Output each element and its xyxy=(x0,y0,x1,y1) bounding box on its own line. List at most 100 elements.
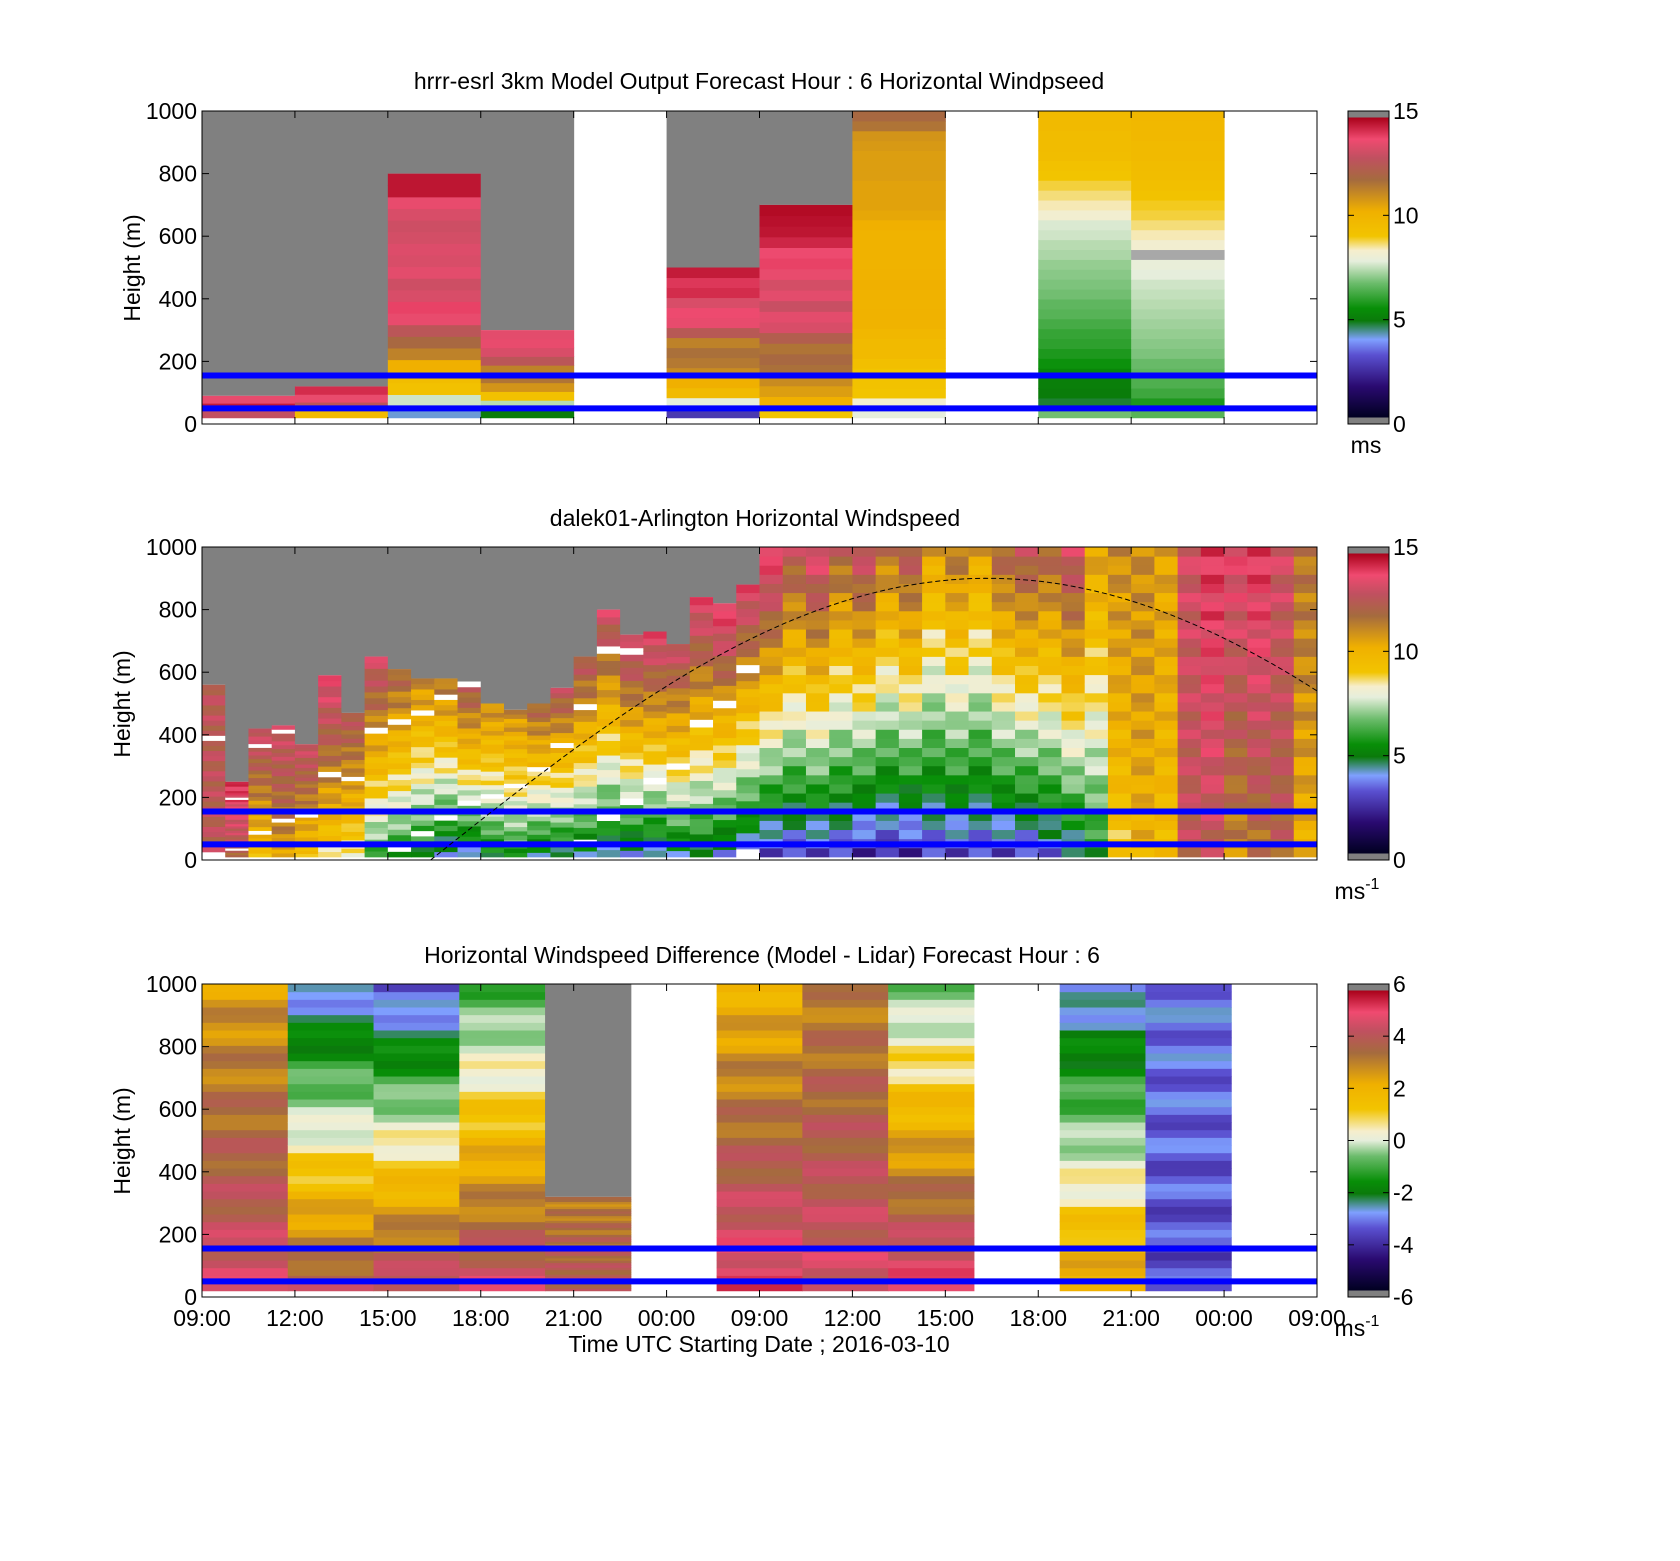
heatmap-cell xyxy=(373,1114,460,1123)
heatmap-cell xyxy=(1177,802,1202,812)
heatmap-cell xyxy=(550,772,575,778)
heatmap-cell xyxy=(459,1106,546,1115)
heatmap-cell xyxy=(1107,656,1132,666)
heatmap-cell xyxy=(1084,583,1109,594)
heatmap-cell xyxy=(503,748,528,754)
heatmap-cell xyxy=(1084,729,1109,739)
heatmap-cell xyxy=(1270,665,1295,676)
heatmap-cell xyxy=(829,556,853,566)
heatmap-cell xyxy=(459,1145,546,1154)
heatmap-cell xyxy=(1154,820,1179,831)
heatmap-cell xyxy=(318,755,342,762)
heatmap-cell xyxy=(341,784,366,790)
heatmap-cell xyxy=(1038,647,1062,657)
heatmap-cell xyxy=(545,1215,632,1219)
heatmap-cell xyxy=(225,848,249,851)
heatmap-cell xyxy=(1059,1137,1146,1146)
heatmap-cell xyxy=(875,656,900,666)
heatmap-cell xyxy=(805,629,830,639)
heatmap-cell xyxy=(1038,547,1062,557)
heatmap-cell xyxy=(550,697,575,704)
heatmap-cell xyxy=(1038,592,1062,603)
heatmap-cell xyxy=(387,208,482,221)
heatmap-cell xyxy=(503,787,528,793)
heatmap-cell xyxy=(294,790,319,795)
heatmap-cell xyxy=(364,821,389,828)
heatmap-cell xyxy=(1015,592,1039,603)
heatmap-cell xyxy=(248,732,273,737)
heatmap-cell xyxy=(1154,556,1179,566)
heatmap-cell xyxy=(341,814,366,820)
missing-cell xyxy=(480,111,575,331)
heatmap-cell xyxy=(318,776,342,783)
heatmap-cell xyxy=(852,239,946,251)
heatmap-cell xyxy=(202,1083,289,1092)
heatmap-cell xyxy=(898,610,923,621)
heatmap-cell xyxy=(480,816,505,822)
heatmap-cell xyxy=(248,849,273,854)
heatmap-cell xyxy=(545,1232,632,1235)
heatmap-cell xyxy=(287,984,375,993)
heatmap-cell xyxy=(573,827,598,834)
heatmap-cell xyxy=(991,674,1016,685)
heatmap-cell xyxy=(503,817,528,823)
heatmap-cell xyxy=(202,1068,289,1077)
heatmap-cell xyxy=(248,762,273,767)
heatmap-cell xyxy=(852,547,877,557)
heatmap-cell xyxy=(689,765,714,774)
heatmap-cell xyxy=(459,1060,546,1069)
heatmap-cell xyxy=(1131,378,1225,389)
heatmap-cell xyxy=(480,338,575,349)
heatmap-cell xyxy=(1038,629,1062,639)
heatmap-cell xyxy=(387,254,482,268)
heatmap-cell xyxy=(202,410,296,419)
heatmap-cell xyxy=(248,792,273,797)
heatmap-cell xyxy=(1084,783,1109,794)
heatmap-cell xyxy=(736,728,760,738)
heatmap-cell xyxy=(716,1137,803,1146)
heatmap-cell xyxy=(1145,1267,1232,1276)
heatmap-cell xyxy=(1200,647,1225,657)
heatmap-cell xyxy=(527,789,551,795)
heatmap-cell xyxy=(852,674,877,685)
heatmap-cell xyxy=(545,1199,632,1203)
heatmap-cell xyxy=(550,732,575,739)
missing-cell xyxy=(387,547,412,670)
heatmap-cell xyxy=(1084,793,1109,803)
heatmap-cell xyxy=(829,811,853,821)
heatmap-cell xyxy=(271,764,296,769)
heatmap-cell xyxy=(782,720,807,730)
heatmap-cell xyxy=(805,793,830,803)
heatmap-cell xyxy=(888,1160,975,1169)
heatmap-cell xyxy=(1154,738,1179,749)
heatmap-cell xyxy=(434,762,459,769)
heatmap-cell xyxy=(922,692,946,703)
heatmap-cell xyxy=(1131,140,1225,152)
heatmap-cell xyxy=(387,696,412,703)
heatmap-cell xyxy=(968,847,993,858)
heatmap-cell xyxy=(666,750,691,758)
heatmap-cell xyxy=(736,656,760,666)
heatmap-cell xyxy=(457,846,482,853)
heatmap-cell xyxy=(527,730,551,736)
heatmap-cell xyxy=(459,1183,546,1192)
colorbar-tick-label: 15 xyxy=(1393,534,1419,560)
heatmap-cell xyxy=(1038,219,1132,231)
heatmap-cell xyxy=(759,729,784,739)
heatmap-cell xyxy=(759,396,853,408)
heatmap-cell xyxy=(1038,130,1132,142)
heatmap-cell xyxy=(248,785,273,790)
x-tick-label: 15:00 xyxy=(917,1305,975,1331)
heatmap-cell xyxy=(1293,811,1318,821)
heatmap-cell xyxy=(1038,565,1062,575)
heatmap-cell xyxy=(802,1283,889,1292)
heatmap-cell xyxy=(898,619,923,630)
heatmap-cell xyxy=(1293,820,1318,831)
heatmap-cell xyxy=(1015,683,1039,694)
heatmap-cell xyxy=(457,748,482,755)
heatmap-cell xyxy=(620,713,644,721)
heatmap-cell xyxy=(1200,802,1225,812)
heatmap-cell xyxy=(643,830,668,838)
heatmap-cell xyxy=(666,387,760,399)
